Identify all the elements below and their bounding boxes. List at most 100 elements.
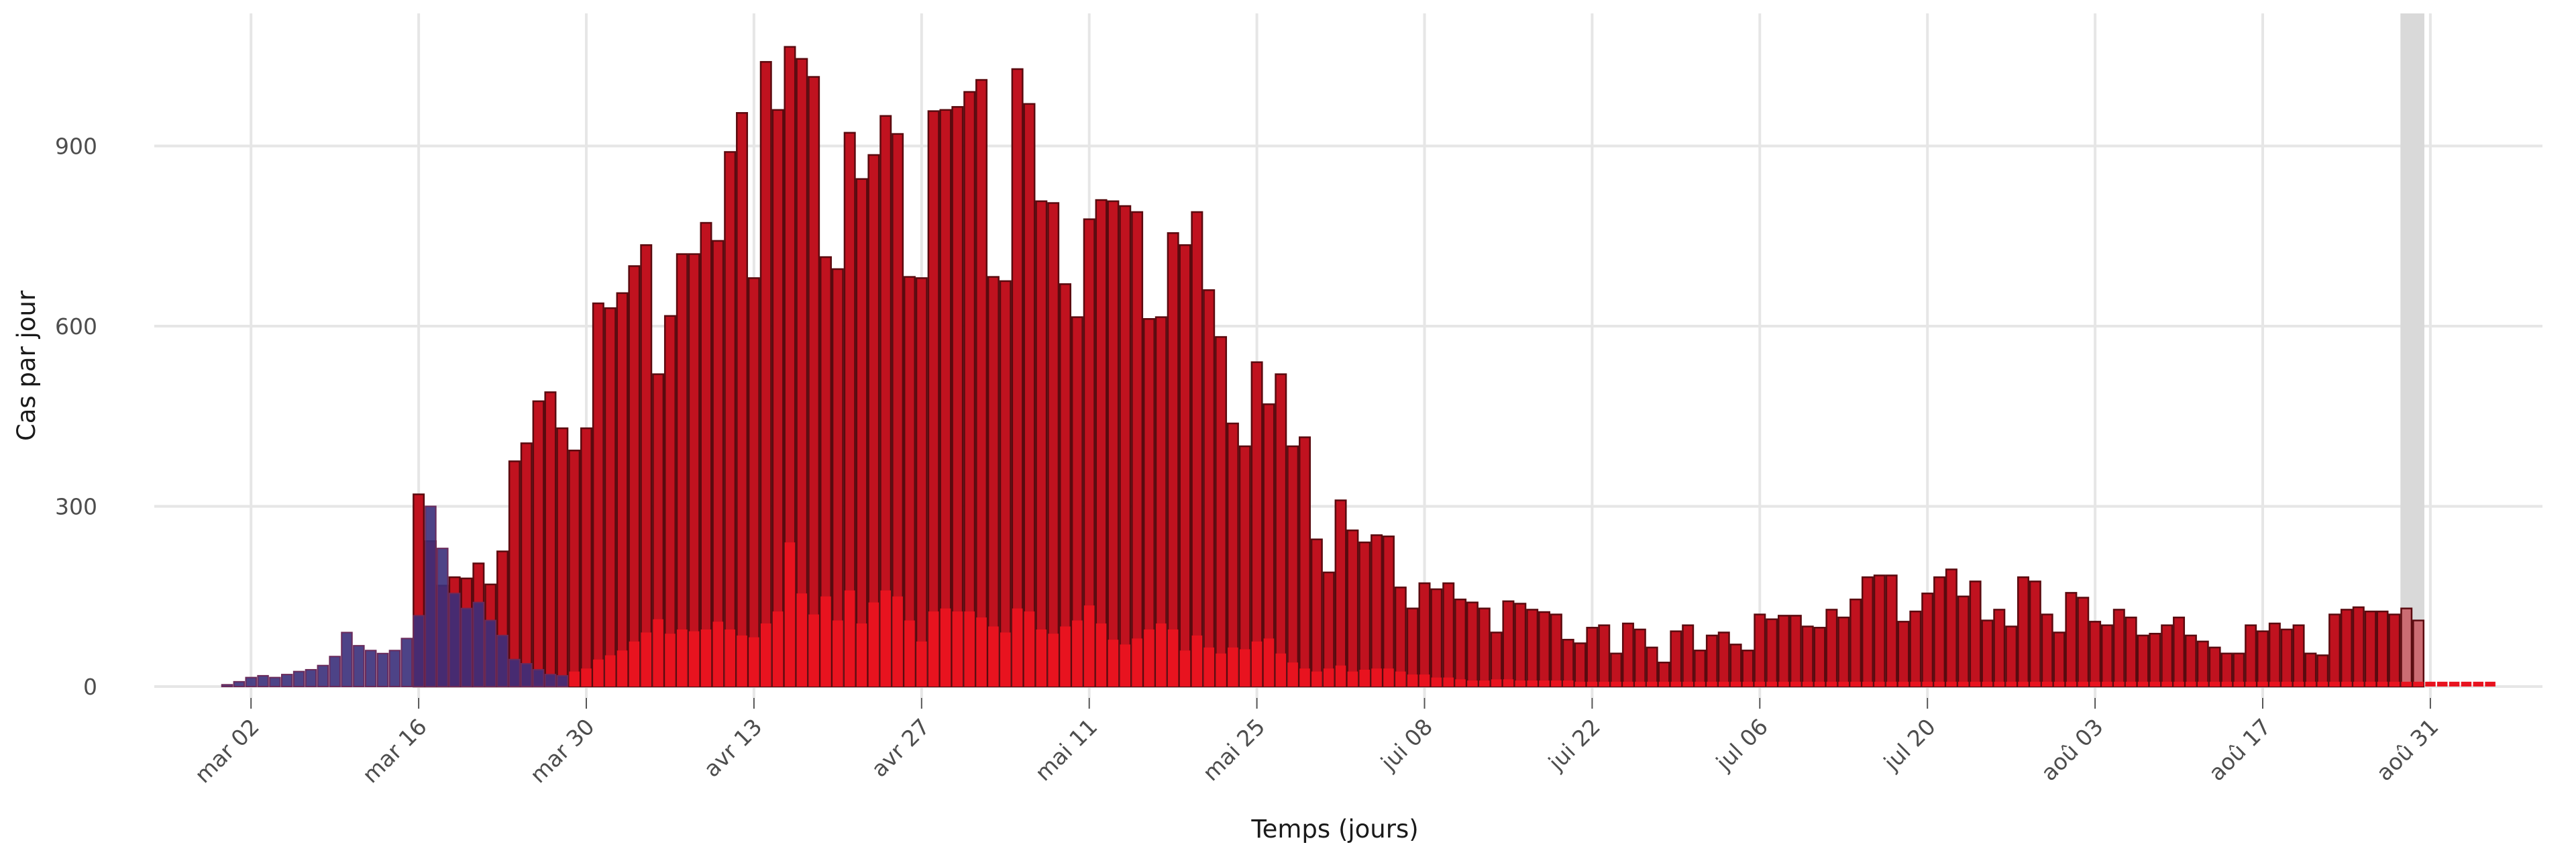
bar-subset — [1527, 680, 1538, 687]
bar-subset — [820, 596, 831, 687]
bar-subset — [1539, 680, 1550, 687]
bar-subset — [2281, 681, 2292, 687]
bar-subset — [1036, 629, 1047, 687]
bar-total — [759, 60, 772, 688]
bar-early — [460, 607, 473, 688]
bar-early — [521, 662, 533, 687]
bar-total — [2328, 613, 2341, 688]
bar-early — [329, 656, 341, 687]
bar-subset — [952, 611, 963, 687]
bar-subset — [1167, 629, 1179, 687]
bar-total — [771, 109, 784, 688]
bar-subset — [2149, 681, 2161, 687]
bar-early — [269, 676, 281, 688]
bar-total — [808, 76, 820, 688]
bar-total — [915, 277, 928, 688]
bar-subset — [1790, 681, 1801, 687]
bar-subset — [1240, 649, 1250, 687]
bar-subset — [1910, 681, 1921, 687]
bar-subset — [1144, 629, 1155, 687]
bar-early — [400, 638, 413, 688]
bar-total — [663, 315, 676, 688]
bar-total — [2280, 628, 2293, 688]
bar-total — [712, 240, 724, 688]
bar-total — [2292, 624, 2305, 688]
bar-subset — [641, 632, 651, 687]
x-tick-label: aoû 31 — [2371, 713, 2444, 786]
bar-subset — [1898, 681, 1909, 687]
bar-total — [1897, 621, 1910, 688]
bar-subset — [1299, 668, 1310, 687]
bar-early — [233, 680, 246, 688]
bar-early — [281, 674, 293, 687]
bar-total — [580, 427, 592, 688]
bar-total — [544, 391, 557, 688]
bar-total — [1933, 576, 1946, 688]
bar-subset — [1574, 681, 1586, 687]
bar-total — [1179, 244, 1191, 688]
bar-total — [1011, 68, 1024, 688]
bar-subset — [1191, 635, 1203, 687]
bar-subset — [1083, 605, 1095, 687]
bar-subset — [1994, 681, 2005, 687]
bar-subset — [1419, 674, 1430, 687]
bar-subset — [1000, 632, 1011, 687]
bar-total — [676, 253, 688, 688]
bar-subset — [629, 641, 640, 687]
bar-total — [592, 302, 604, 688]
bar-total — [1538, 611, 1550, 688]
bar-total — [640, 244, 653, 688]
bar-subset — [1515, 680, 1526, 687]
bar-subset — [2053, 681, 2065, 687]
bar-total — [1035, 200, 1048, 688]
bar-total — [1047, 202, 1060, 688]
bar-total — [568, 450, 581, 688]
bar-subset — [665, 634, 676, 687]
bar-total — [700, 221, 712, 688]
bar-total — [1574, 642, 1587, 688]
bar-total — [1670, 630, 1682, 688]
bar-subset — [1874, 681, 1885, 687]
bar-total — [2005, 625, 2018, 688]
bar-subset — [940, 608, 951, 687]
bar-total — [951, 106, 964, 688]
bar-total — [1490, 631, 1503, 688]
bar-total — [1526, 609, 1539, 688]
bar-early — [556, 674, 569, 688]
bar-subset — [724, 629, 735, 687]
bar-total — [1801, 625, 1814, 688]
bar-subset — [2365, 681, 2376, 687]
x-tick-label: jul 06 — [1711, 713, 1773, 776]
bar-total — [2220, 652, 2233, 688]
bar-total — [1430, 588, 1443, 688]
bar-subset — [1695, 681, 1705, 687]
bar-early — [221, 684, 233, 688]
bar-total — [1478, 607, 1491, 688]
bar-subset — [1060, 626, 1071, 687]
bar-total — [1766, 618, 1778, 688]
bar-total — [2149, 632, 2161, 688]
bar-subset — [2293, 681, 2304, 687]
bar-subset — [2413, 681, 2424, 687]
bar-total — [604, 307, 616, 688]
x-tick-label: aoû 17 — [2204, 713, 2276, 786]
bar-subset — [1479, 680, 1490, 687]
bar-total — [1778, 615, 1790, 688]
x-tick-label: mai 25 — [1197, 713, 1270, 786]
bar-subset — [2137, 681, 2149, 687]
bar-subset — [844, 590, 855, 687]
bar-early — [544, 674, 557, 687]
bar-subset — [604, 655, 616, 687]
bar-early — [257, 674, 269, 688]
bar-early — [425, 505, 437, 687]
y-axis-title: Cas par jour — [12, 290, 41, 441]
bar-total — [1682, 624, 1695, 688]
bar-total — [2065, 592, 2078, 688]
bar-subset — [1646, 681, 1658, 687]
bar-subset — [1862, 681, 1873, 687]
bar-subset — [1455, 679, 1466, 687]
bar-total — [688, 253, 700, 688]
bar-subset — [2174, 681, 2184, 687]
bar-subset — [1742, 681, 1754, 687]
bar-subset — [1395, 671, 1406, 687]
